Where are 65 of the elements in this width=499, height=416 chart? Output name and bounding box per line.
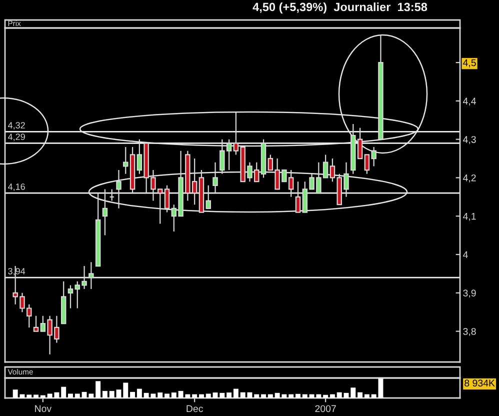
candlestick xyxy=(102,188,108,236)
bar xyxy=(40,395,46,398)
y-tick-label: 4,4 xyxy=(463,98,476,106)
bar xyxy=(220,392,225,398)
bar xyxy=(164,394,170,398)
ref-line-label: 4,16 xyxy=(8,184,25,191)
bar xyxy=(68,394,73,398)
bar xyxy=(296,394,300,398)
bar xyxy=(358,392,363,398)
bar xyxy=(102,390,108,398)
bar xyxy=(364,394,370,398)
bar xyxy=(233,388,238,398)
ref-line-label: 4,29 xyxy=(8,134,25,142)
bar xyxy=(288,394,294,398)
bar xyxy=(158,392,163,398)
bar xyxy=(12,390,18,398)
bar xyxy=(336,392,342,398)
candlestick xyxy=(164,184,170,213)
candlestick xyxy=(60,280,66,324)
chart-title: 4,50 (+5,39%) Journalier 13:58 xyxy=(252,2,428,14)
y-tick-label: 4,3 xyxy=(463,136,476,144)
x-tick-label: 2007 xyxy=(315,405,336,412)
y-tick-label: 4,2 xyxy=(463,174,476,182)
y-tick-label: 3,8 xyxy=(463,328,476,336)
bar xyxy=(350,388,356,398)
candlestick xyxy=(116,169,122,209)
bar xyxy=(206,394,211,398)
bar xyxy=(130,392,136,398)
y-tick-label: 3,9 xyxy=(463,290,476,298)
ref-line-label: 4,32 xyxy=(8,122,25,130)
bar xyxy=(116,390,122,398)
bar xyxy=(171,392,176,398)
bar xyxy=(261,394,266,398)
candlestick xyxy=(378,35,384,140)
bar xyxy=(268,394,273,398)
bar xyxy=(212,392,218,398)
candlestick xyxy=(212,162,218,194)
candlestick xyxy=(88,262,94,290)
bar xyxy=(26,394,32,398)
bar xyxy=(61,386,66,398)
bar xyxy=(240,392,246,398)
bar xyxy=(109,390,114,398)
x-tick-label: Dec xyxy=(186,405,203,412)
bar xyxy=(323,394,328,398)
bar xyxy=(198,394,204,398)
candlestick xyxy=(33,315,39,332)
bar xyxy=(192,394,198,398)
bar xyxy=(136,388,142,398)
y-tick-label: 4,1 xyxy=(463,212,476,221)
bar xyxy=(302,394,308,398)
text: 8 934K xyxy=(464,380,495,387)
bar xyxy=(254,394,260,398)
bar xyxy=(96,381,101,398)
y-tick-label: 4,5 xyxy=(463,59,476,68)
candlestick xyxy=(95,192,101,267)
bar xyxy=(34,394,39,398)
x-tick-label: Nov xyxy=(35,405,52,412)
candlestick xyxy=(109,188,114,202)
bar xyxy=(226,392,232,398)
y-tick-label: 4 xyxy=(463,251,468,258)
candlestick xyxy=(295,181,301,213)
bar xyxy=(74,394,80,398)
bar xyxy=(330,394,335,398)
bar xyxy=(123,382,128,398)
candlestick xyxy=(68,284,74,309)
